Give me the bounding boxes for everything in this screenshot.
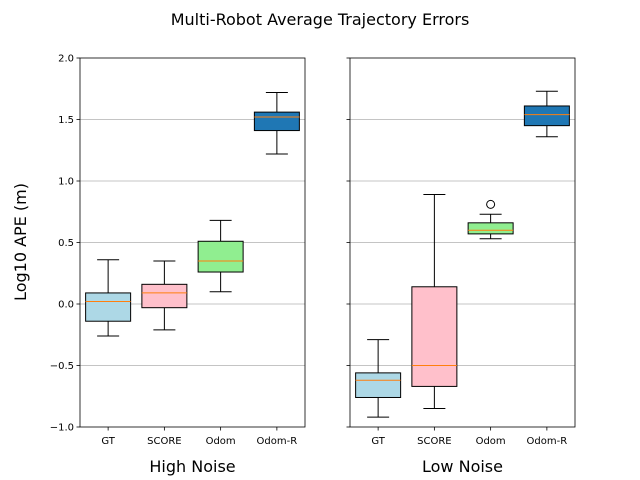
box-odom-r <box>523 90 570 138</box>
box-body <box>197 240 244 273</box>
box-odom <box>197 219 244 293</box>
outlier-point <box>486 199 496 209</box>
y-axis-label: Log10 APE (m) <box>11 183 30 301</box>
box-body <box>523 105 570 127</box>
axes-frame <box>79 57 306 428</box>
panels: −1.0 −0.5 0.0 0.5 1.0 1.5 2.0 GT SCORE Odom Odom-R… <box>50 54 576 476</box>
box-score <box>141 260 188 331</box>
x-tick-label: Odom-R <box>257 436 298 447</box>
y-tick-label: −0.5 <box>50 361 74 372</box>
x-tick-label: Odom-R <box>527 436 568 447</box>
box-body <box>355 372 402 398</box>
y-tick-label: 1.0 <box>58 177 74 188</box>
x-tick-label: GT <box>371 436 385 447</box>
box-score <box>411 194 458 410</box>
box-body <box>411 286 458 387</box>
box-body <box>141 283 188 309</box>
x-tick-label: SCORE <box>147 436 181 447</box>
y-tick-label: 0.0 <box>58 300 74 311</box>
y-tick-label: −1.0 <box>50 423 74 434</box>
box-body <box>85 292 132 322</box>
chart-title: Multi-Robot Average Trajectory Errors <box>171 10 470 29</box>
box-body <box>253 111 300 132</box>
panel-1: −1.0 −0.5 0.0 0.5 1.0 1.5 2.0 GT SCORE Odom Odom-R… <box>50 54 306 476</box>
box-body <box>467 222 514 235</box>
x-tick-label: GT <box>101 436 115 447</box>
box-gt <box>85 259 132 337</box>
box-odom <box>467 199 514 240</box>
y-tick-label: 1.5 <box>58 115 74 126</box>
axes-frame <box>349 57 576 428</box>
x-axis-label: High Noise <box>149 457 235 476</box>
box-gt <box>355 339 402 418</box>
x-tick-label: Odom <box>476 436 506 447</box>
x-tick-label: Odom <box>206 436 236 447</box>
y-tick-label: 2.0 <box>58 54 74 65</box>
x-tick-label: SCORE <box>417 436 451 447</box>
y-tick-label: 0.5 <box>58 238 74 249</box>
box-odom-r <box>253 91 300 155</box>
panel-2: GT SCORE Odom Odom-R Low Noise <box>346 57 576 476</box>
x-axis-label: Low Noise <box>422 457 503 476</box>
